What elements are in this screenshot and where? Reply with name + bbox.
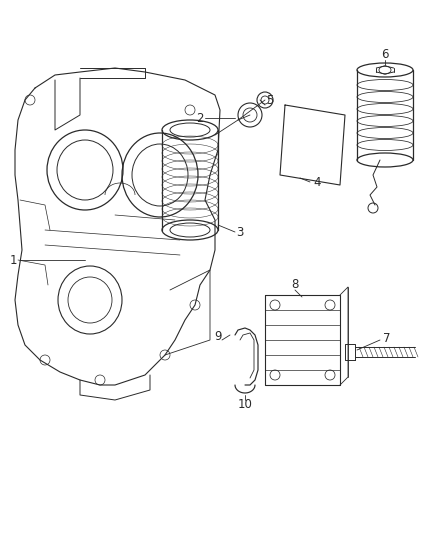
Text: 7: 7 xyxy=(383,332,391,344)
Text: 9: 9 xyxy=(214,330,222,343)
Text: 10: 10 xyxy=(237,399,252,411)
Text: 5: 5 xyxy=(266,93,274,107)
Text: 8: 8 xyxy=(291,279,299,292)
Text: 4: 4 xyxy=(313,176,321,190)
Text: 6: 6 xyxy=(381,49,389,61)
Text: 3: 3 xyxy=(237,227,244,239)
Text: 1: 1 xyxy=(9,254,17,266)
Text: 2: 2 xyxy=(196,111,204,125)
